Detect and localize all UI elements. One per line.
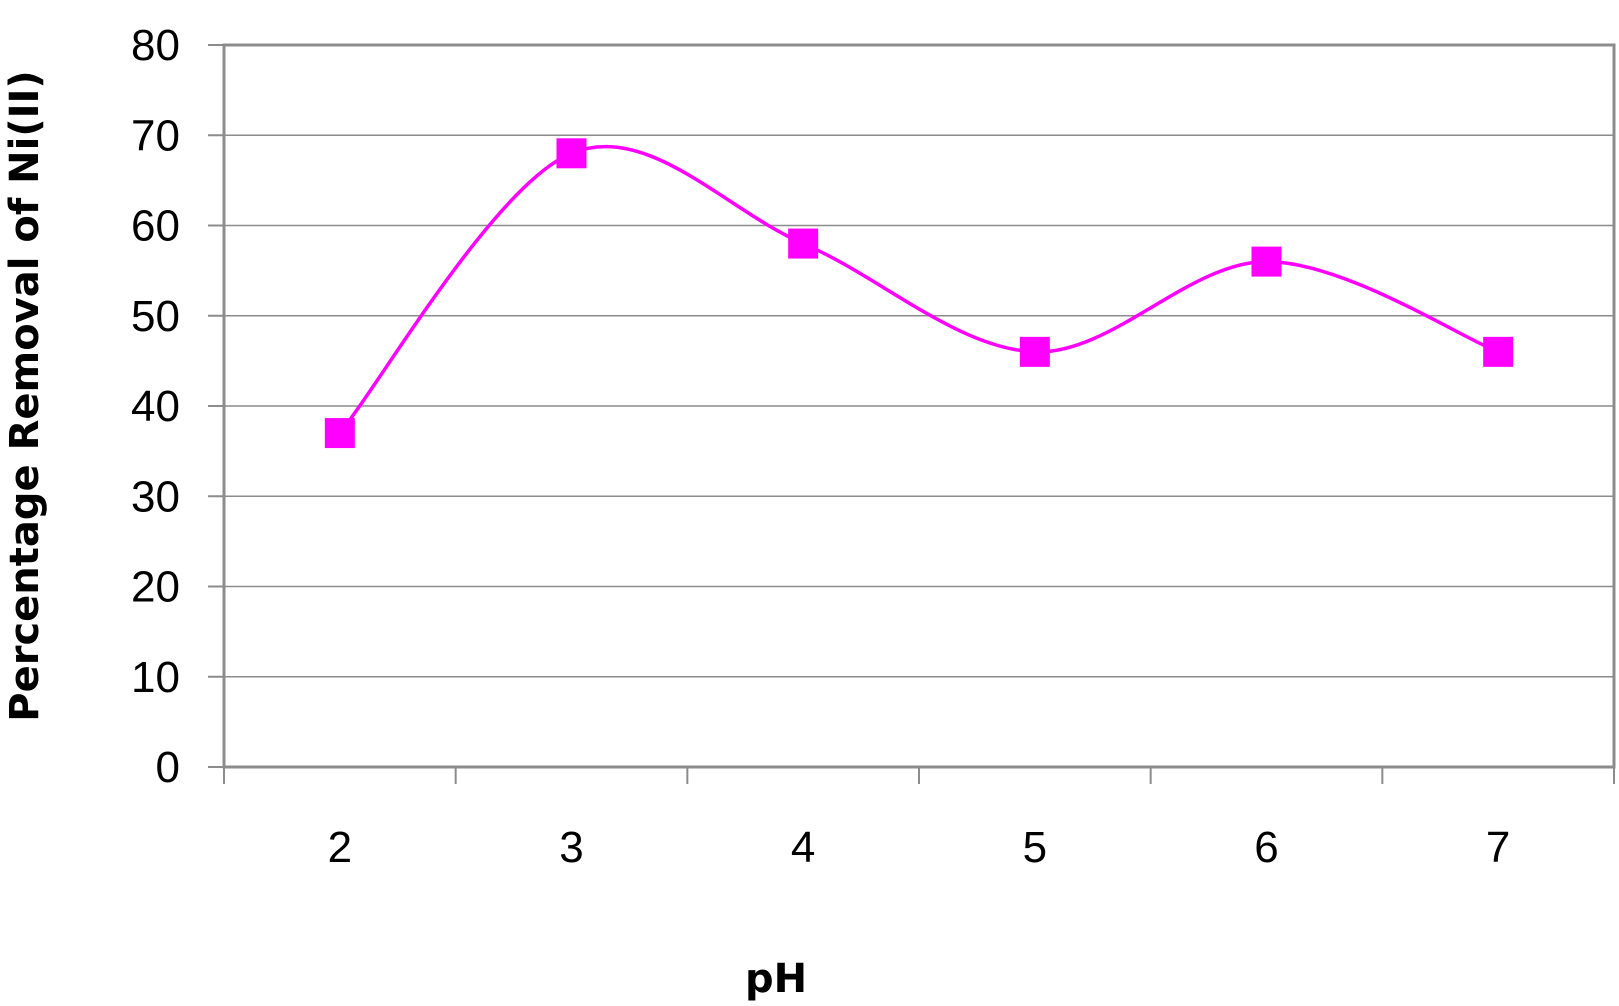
axes xyxy=(208,44,1615,784)
data-point-marker xyxy=(556,138,587,169)
data-point-marker xyxy=(324,418,355,449)
y-tick-label: 80 xyxy=(131,21,180,70)
x-tick-label: 6 xyxy=(1254,823,1278,872)
data-series xyxy=(324,138,1514,449)
x-tick-label: 2 xyxy=(328,823,352,872)
y-tick-label: 20 xyxy=(131,563,180,612)
y-tick-label: 50 xyxy=(131,292,180,341)
y-axis-title: Percentage Removal of Ni(II) xyxy=(2,70,48,721)
y-tick-label: 40 xyxy=(131,382,180,431)
x-tick-label: 5 xyxy=(1023,823,1047,872)
data-point-marker xyxy=(1251,246,1282,277)
tick-labels: 0 10 20 30 40 50 60 70 80 2 3 4 5 6 7 xyxy=(131,21,1510,872)
data-point-marker xyxy=(1483,336,1514,367)
gridlines xyxy=(224,134,1614,678)
x-tick-label: 4 xyxy=(791,823,815,872)
y-tick-label: 60 xyxy=(131,202,180,251)
series-line xyxy=(338,145,1499,435)
x-tick-label: 7 xyxy=(1486,823,1510,872)
x-tick-label: 3 xyxy=(559,823,583,872)
y-tick-label: 70 xyxy=(131,111,180,160)
y-tick-label: 30 xyxy=(131,472,180,521)
data-point-marker xyxy=(1019,336,1050,367)
x-axis-title: pH xyxy=(745,956,807,1002)
y-tick-label: 10 xyxy=(131,653,180,702)
y-tick-label: 0 xyxy=(156,743,180,792)
data-point-marker xyxy=(788,228,819,259)
